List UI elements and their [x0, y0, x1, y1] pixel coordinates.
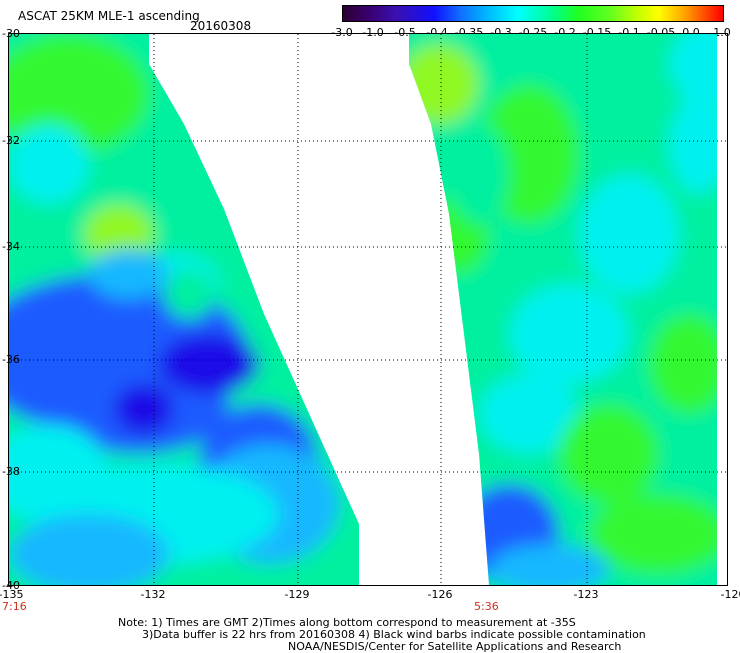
color-scale-label: 1.0	[713, 26, 731, 39]
longitude-label: -132	[140, 588, 166, 601]
latitude-label: -40	[2, 579, 20, 592]
latitude-label: -38	[2, 465, 20, 478]
latitude-label: -30	[2, 27, 20, 40]
latitude-label: -36	[2, 353, 20, 366]
pass-time-label: 7:16	[2, 600, 27, 613]
latitude-label: -34	[2, 240, 20, 253]
longitude-label: -126	[427, 588, 453, 601]
footer-note-2: 3)Data buffer is 22 hrs from 20160308 4)…	[142, 628, 646, 641]
color-scale-bar	[342, 5, 724, 22]
color-scale-label: -3.0	[331, 26, 353, 39]
longitude-label: -129	[284, 588, 310, 601]
map-date: 20160308	[190, 19, 252, 33]
map-title: ASCAT 25KM MLE-1 ascending	[18, 9, 200, 23]
pass-time-label: 5:36	[474, 600, 499, 613]
longitude-label: -135	[0, 588, 24, 601]
latitude-label: -32	[2, 134, 20, 147]
longitude-label: -123	[573, 588, 599, 601]
footer-note-1: Note: 1) Times are GMT 2)Times along bot…	[118, 616, 576, 629]
footer-credit: NOAA/NESDIS/Center for Satellite Applica…	[288, 640, 622, 653]
longitude-label: -120	[720, 588, 740, 601]
map-plot-area	[8, 33, 728, 586]
scatterometer-map	[9, 34, 727, 585]
color-scale-label: -1.0	[362, 26, 384, 39]
